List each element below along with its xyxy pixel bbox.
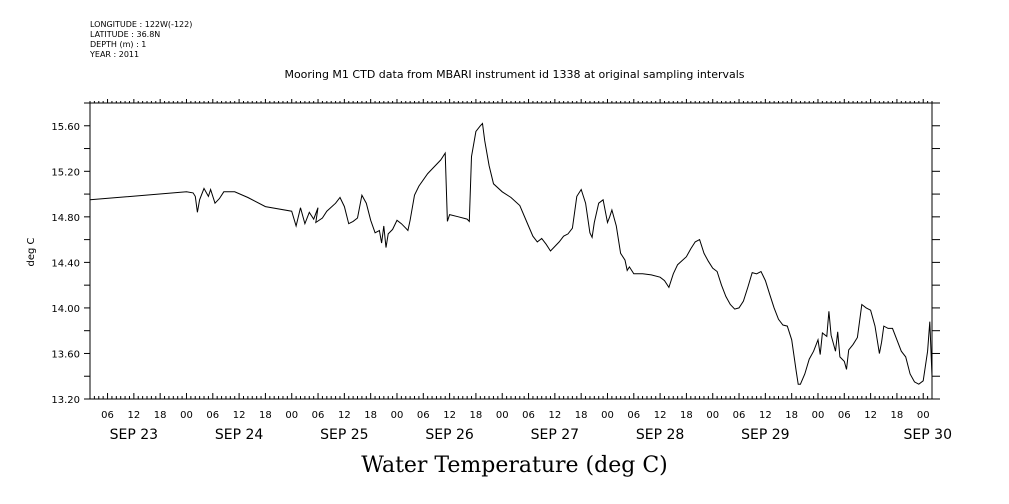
x-tick-label: 00 [180,410,193,421]
y-tick-label: 15.20 [51,167,80,178]
day-labels: SEP 23 SEP 24 SEP 25 SEP 26 SEP 27 SEP 28 SEP … [110,427,952,443]
longitude-label: LONGITUDE : 122W(-122) [90,20,193,29]
day-label: SEP 30 [904,427,952,443]
y-tick-label: 15.60 [51,122,80,133]
x-tick-label: 18 [785,410,798,421]
day-label: SEP 29 [741,427,789,443]
x-tick-label: 00 [285,410,298,421]
x-tick-label: 00 [496,410,509,421]
day-label: SEP 27 [531,427,579,443]
x-tick-label: 12 [654,410,667,421]
chart-title: Mooring M1 CTD data from MBARI instrumen… [284,68,745,81]
x-tick-label: 00 [601,410,614,421]
x-tick-label: 18 [154,410,167,421]
x-tick-label: 06 [733,410,746,421]
x-tick-label: 18 [680,410,693,421]
x-tick-label: 06 [206,410,219,421]
plot-frame [89,102,933,400]
x-tick-label: 06 [627,410,640,421]
x-tick-label: 12 [127,410,140,421]
depth-label: DEPTH (m) : 1 [90,40,147,49]
x-tick-label: 12 [759,410,772,421]
chart-footer-label: Water Temperature (deg C) [361,453,668,478]
temperature-line [89,122,933,385]
year-label: YEAR : 2011 [90,50,140,59]
x-tick-label: 12 [548,410,561,421]
x-tick-label: 18 [891,410,904,421]
x-tick-label: 18 [575,410,588,421]
x-tick-label: 06 [522,410,535,421]
x-tick-label: 06 [312,410,325,421]
x-tick-labels: 06 12 18 00 06 12 18 00 06 12 18 00 06 12 18 00 06 12 18 00… [101,410,929,421]
day-label: SEP 26 [425,427,474,443]
x-tick-label: 00 [706,410,719,421]
x-tick-label: 00 [917,410,930,421]
y-tick-label: 13.60 [51,349,80,360]
x-tick-label: 18 [259,410,272,421]
x-tick-label: 06 [417,410,430,421]
x-tick-label: 12 [233,410,246,421]
y-axis-label: deg C [26,237,37,266]
x-tick-label: 00 [812,410,825,421]
y-tick-labels: 13.20 13.60 14.00 14.40 14.80 15.20 15.60 [51,122,80,406]
y-tick-label: 14.80 [51,213,80,224]
station-metadata: LONGITUDE : 122W(-122) LATITUDE : 36.8N … [90,20,192,60]
x-tick-label: 18 [470,410,483,421]
x-tick-label: 06 [101,410,114,421]
latitude-label: LATITUDE : 36.8N [90,30,161,39]
x-tick-label: 12 [443,410,456,421]
x-tick-label: 12 [864,410,877,421]
axis-ticks [84,99,940,400]
y-tick-label: 13.20 [51,395,80,406]
x-tick-label: 00 [391,410,404,421]
x-tick-label: 06 [838,410,851,421]
y-tick-label: 14.40 [51,258,80,269]
day-label: SEP 28 [636,427,684,443]
x-tick-label: 18 [364,410,377,421]
day-label: SEP 23 [110,427,158,443]
x-tick-label: 12 [338,410,351,421]
day-label: SEP 25 [320,427,368,443]
y-tick-label: 14.00 [51,304,80,315]
day-label: SEP 24 [215,427,264,443]
